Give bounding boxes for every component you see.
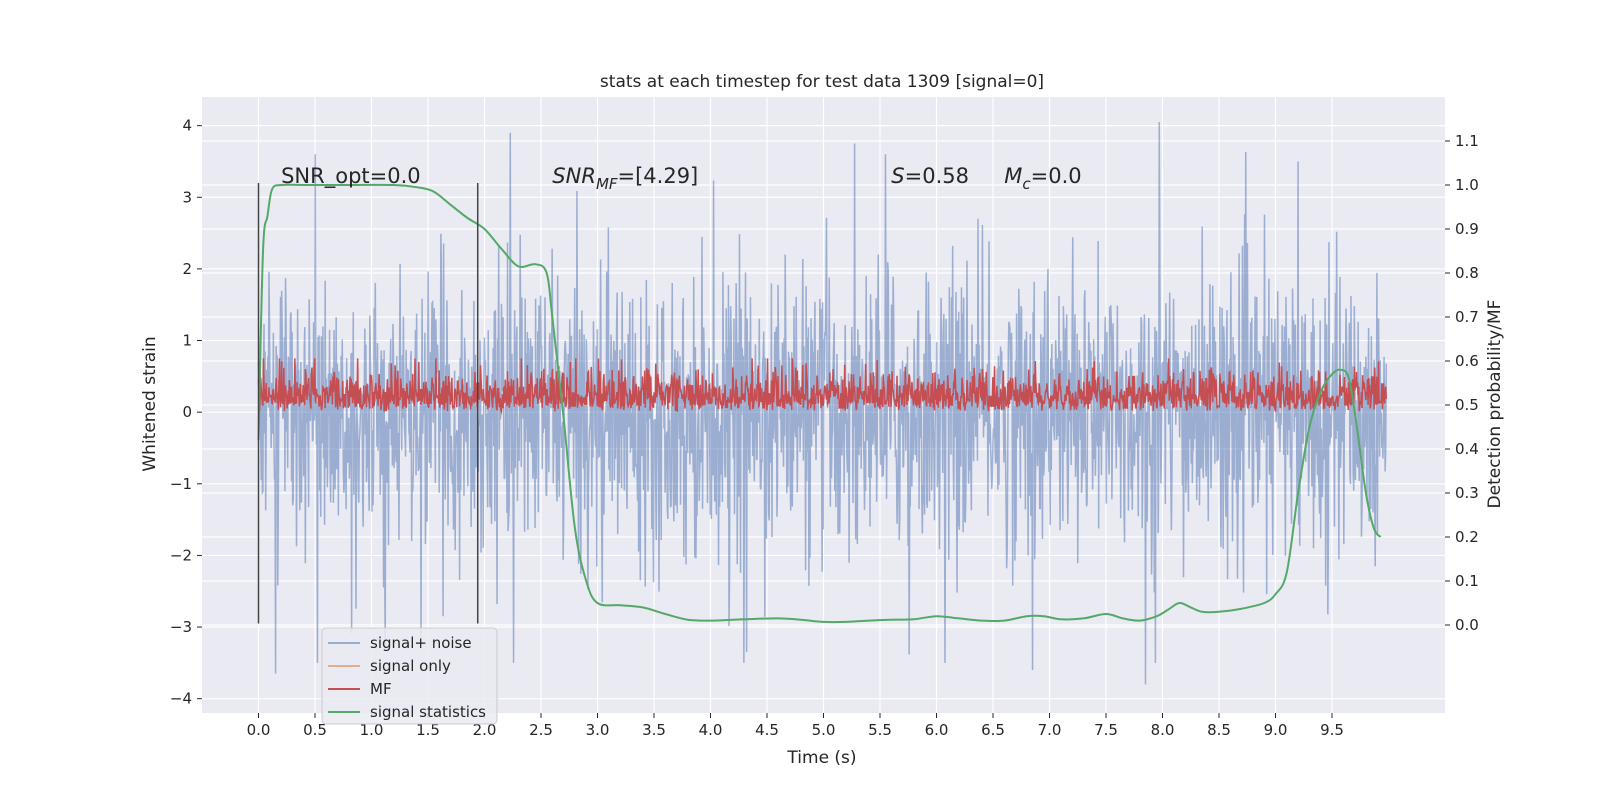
y-axis-ticks: −4 −3 −2 −1 0 1 2 3 4 <box>170 117 202 708</box>
annotation-text: SNR_opt=0.0 <box>281 164 421 189</box>
y2-tick-label: 0.0 <box>1455 616 1479 634</box>
y2-tick-label: 0.1 <box>1455 572 1479 590</box>
x-tick-label: 2.5 <box>529 721 553 739</box>
legend: signal+ noise signal only MF signal statist… <box>321 627 498 725</box>
x-tick-label: 9.0 <box>1264 721 1288 739</box>
x-tick-label: 5.0 <box>812 721 836 739</box>
x-tick-label: 7.5 <box>1094 721 1118 739</box>
annotation-text: Mc=0.0 <box>1004 164 1081 193</box>
series-signal-statistics <box>257 183 1382 624</box>
y2-tick-label: 0.4 <box>1455 440 1479 458</box>
x-tick-label: 4.0 <box>699 721 723 739</box>
annotation-text: SNRMF=[4.29] <box>552 164 698 193</box>
x-tick-label: 3.0 <box>586 721 610 739</box>
y2-tick-label: 0.3 <box>1455 484 1479 502</box>
chart-title: stats at each timestep for test data 130… <box>600 72 1044 92</box>
y-axis-label: Whitened strain <box>140 336 160 471</box>
annotations: SNR_opt=0.0 SNRMF=[4.29] S=0.58 Mc=0.0 <box>281 164 1082 193</box>
y2-tick-label: 0.5 <box>1455 396 1479 414</box>
x-tick-label: 3.5 <box>642 721 666 739</box>
x-tick-label: 6.5 <box>981 721 1005 739</box>
y-tick-label: 2 <box>182 260 192 278</box>
vertical-markers <box>257 182 479 624</box>
y-tick-label: −1 <box>170 475 192 493</box>
x-tick-label: 1.5 <box>416 721 440 739</box>
y2-tick-label: 0.8 <box>1455 264 1479 282</box>
y-tick-label: −2 <box>170 546 192 564</box>
y-tick-label: 3 <box>182 188 192 206</box>
legend-label: signal only <box>370 657 451 675</box>
y2-tick-label: 0.6 <box>1455 352 1479 370</box>
x-tick-label: 6.0 <box>925 721 949 739</box>
x-tick-label: 0.5 <box>303 721 327 739</box>
y2-tick-label: 0.9 <box>1455 220 1479 238</box>
y-tick-label: −4 <box>170 690 192 708</box>
y-tick-label: −3 <box>170 618 192 636</box>
legend-label: signal+ noise <box>370 634 472 652</box>
x-tick-label: 4.5 <box>755 721 779 739</box>
series-signal-noise <box>257 122 1387 685</box>
legend-box <box>321 627 498 725</box>
series-mf <box>257 358 1387 415</box>
x-tick-label: 7.0 <box>1038 721 1062 739</box>
x-tick-label: 1.0 <box>360 721 384 739</box>
y2-tick-label: 0.7 <box>1455 308 1479 326</box>
legend-label: signal statistics <box>370 703 486 721</box>
x-tick-label: 8.5 <box>1207 721 1231 739</box>
y2-tick-label: 1.0 <box>1455 176 1479 194</box>
x-axis-ticks: 0.0 0.5 1.0 1.5 2.0 2.5 3.0 3.5 4.0 4.5 5.0 5.5 6.0 6… <box>247 713 1344 739</box>
x-tick-label: 2.0 <box>473 721 497 739</box>
legend-label: MF <box>370 680 392 698</box>
x-tick-label: 5.5 <box>868 721 892 739</box>
x-tick-label: 0.0 <box>247 721 271 739</box>
x-tick-label: 9.5 <box>1320 721 1344 739</box>
annotation-text: S=0.58 <box>891 164 969 188</box>
y-tick-label: 4 <box>182 117 192 135</box>
y2-axis-label: Detection probability/MF <box>1485 300 1505 509</box>
x-axis-label: Time (s) <box>786 748 856 768</box>
y2-axis-ticks: 0.0 0.1 0.2 0.3 0.4 0.5 0.6 0.7 0.8 0.9 1.0 1.1 <box>1445 132 1479 634</box>
x-tick-label: 8.0 <box>1151 721 1175 739</box>
y2-tick-label: 0.2 <box>1455 528 1479 546</box>
series-layer <box>257 122 1387 685</box>
y-tick-label: 0 <box>182 403 192 421</box>
y-tick-label: 1 <box>182 332 192 350</box>
y2-tick-label: 1.1 <box>1455 132 1479 150</box>
